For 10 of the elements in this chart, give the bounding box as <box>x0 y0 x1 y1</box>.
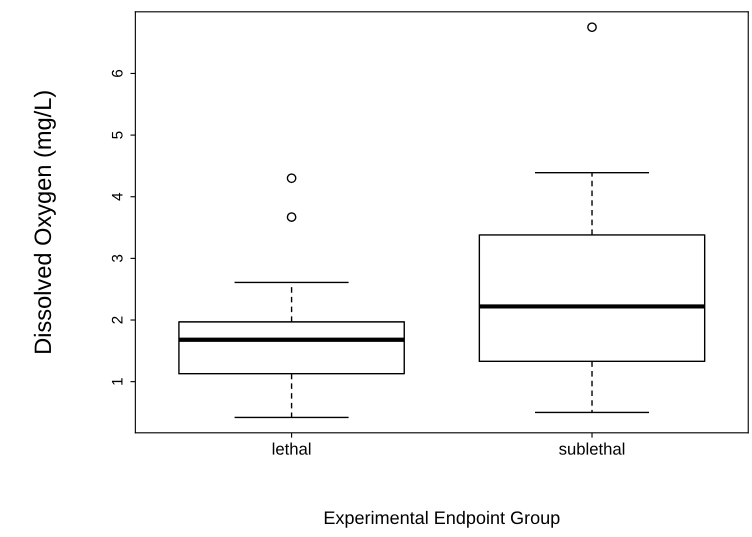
x-tick-label: sublethal <box>559 442 624 455</box>
y-tick-label: 1 <box>112 378 122 385</box>
y-tick-label: 3 <box>112 254 123 262</box>
x-axis-title: Experimental Endpoint Group <box>324 510 560 528</box>
y-tick-label: 5 <box>112 131 123 139</box>
y-axis-title: Dissolved Oxygen (mg/L) <box>34 91 56 353</box>
y-tick-label: 2 <box>112 316 122 324</box>
y-tick-label: 4 <box>112 192 122 201</box>
y-tick-label: 6 <box>112 70 123 77</box>
x-tick-label: lethal <box>272 442 310 455</box>
